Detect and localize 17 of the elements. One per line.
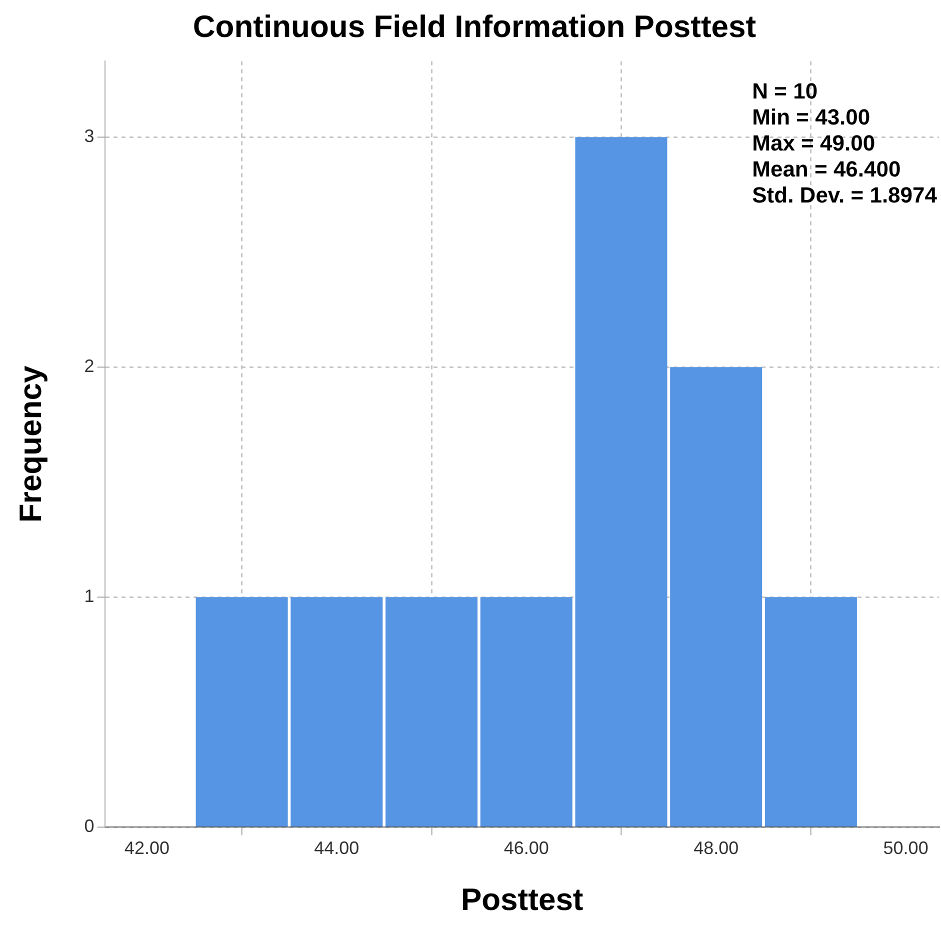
annotation: N = 10 xyxy=(752,78,818,104)
x-tick-label: 46.00 xyxy=(504,838,549,858)
x-tick-label: 48.00 xyxy=(694,838,739,858)
y-axis-title: Frequency xyxy=(13,365,48,523)
annotation: Std. Dev. = 1.8974 xyxy=(752,182,938,208)
x-axis-title: Posttest xyxy=(460,882,584,917)
x-tick-label: 50.00 xyxy=(883,838,928,858)
y-tick-label: 0 xyxy=(84,816,94,836)
chart-title: Continuous Field Information Posttest xyxy=(192,9,756,44)
y-tick-label: 3 xyxy=(84,126,94,146)
y-tick-label: 1 xyxy=(84,586,94,606)
annotation: Max = 49.00 xyxy=(752,130,876,156)
y-tick-label: 2 xyxy=(84,356,94,376)
x-tick-label: 42.00 xyxy=(124,838,170,858)
annotation: Mean = 46.400 xyxy=(752,156,901,182)
x-tick-label: 44.00 xyxy=(314,838,360,858)
annotation: Min = 43.00 xyxy=(752,104,870,130)
